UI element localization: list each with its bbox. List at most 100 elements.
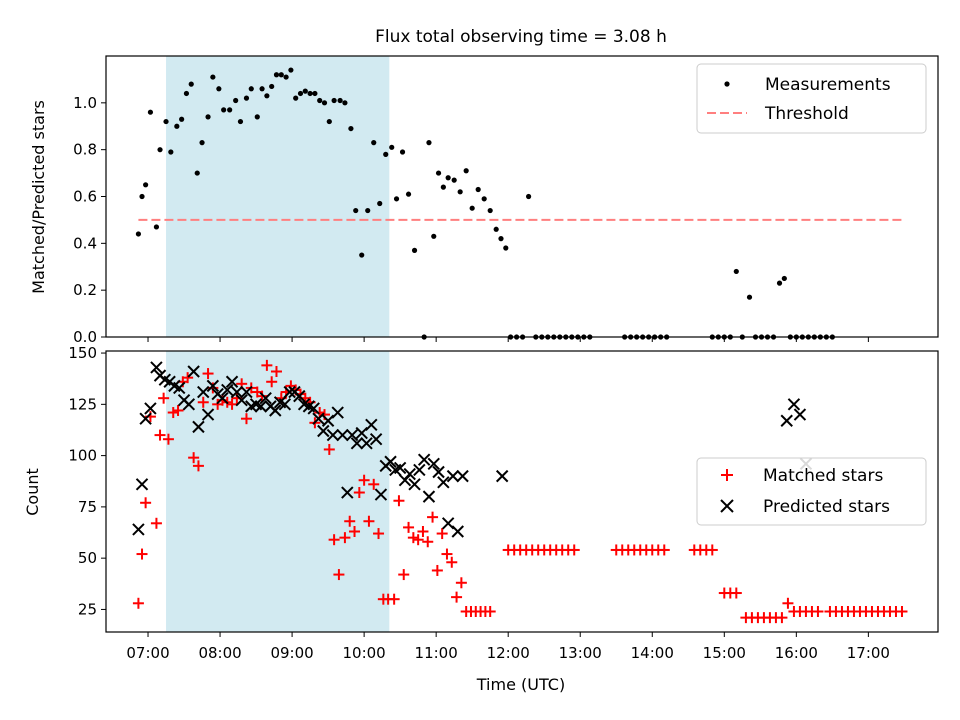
measurement-point (481, 196, 487, 202)
matched-star-point (162, 433, 174, 445)
measurement-point (776, 280, 783, 286)
matched-star-point (202, 368, 214, 380)
matched-star-point (368, 478, 380, 490)
top-y-tick-label: 1.0 (73, 94, 97, 112)
measurement-point (147, 109, 154, 115)
top-x-axis-ticks (147, 337, 869, 342)
predicted-star-point (317, 424, 330, 438)
matched-star-point (136, 548, 148, 560)
measurement-point (526, 193, 532, 200)
measurement-point (326, 118, 332, 125)
measurement-point (139, 193, 145, 200)
measurement-point (383, 151, 389, 157)
predicted-star-point (446, 469, 460, 483)
predicted-star-point (365, 418, 378, 432)
matched-star-point (197, 396, 209, 408)
measurement-point (163, 118, 169, 125)
bottom-x-tick-label: 16:00 (775, 644, 818, 662)
measurement-point (188, 81, 194, 87)
bottom-y-tick-label: 75 (78, 498, 97, 516)
predicted-star-point (350, 437, 364, 450)
measurement-point (278, 72, 284, 78)
measurement-point (307, 90, 313, 97)
measurement-point (435, 170, 442, 176)
bottom-x-tick-label: 10:00 (343, 644, 386, 662)
measurement-point (221, 107, 227, 113)
measurement-point (174, 123, 180, 129)
matched-star-point (344, 515, 356, 527)
bottom-y-tick-label: 150 (68, 344, 97, 362)
measurement-point (440, 184, 446, 190)
predicted-star-point (182, 398, 196, 411)
measurement-point (183, 90, 190, 97)
matched-star-point (363, 515, 375, 527)
bottom-x-tick-label: 08:00 (198, 644, 241, 662)
top-plot-frame (105, 55, 939, 338)
measurement-point (399, 149, 406, 155)
measurement-point (426, 140, 432, 146)
predicted-star-point (278, 398, 292, 411)
measurement-point (359, 252, 365, 258)
measurement-point (199, 140, 205, 146)
measurement-point (371, 140, 377, 146)
top-y-tick-label: 0.0 (73, 328, 97, 346)
measurement-point (210, 74, 216, 80)
measurement-point (331, 97, 337, 104)
matched-star-point (431, 564, 443, 576)
measurement-point (451, 177, 457, 183)
bottom-legend-predicted-marker (720, 499, 734, 513)
bottom-y-tick-label: 25 (78, 600, 97, 618)
predicted-star-point (197, 385, 210, 399)
measurement-point (194, 170, 200, 176)
measurement-point (283, 74, 289, 80)
bottom-plot-frame (105, 350, 939, 633)
predicted-star-point (780, 414, 793, 427)
predicted-star-point (437, 476, 450, 489)
measurement-point (227, 107, 233, 113)
matched-star-point (158, 392, 170, 404)
matched-star-point (240, 413, 252, 425)
predicted-star-point (793, 408, 807, 421)
matched-star-point (896, 605, 908, 617)
measurement-point (393, 196, 400, 202)
measurement-point (248, 86, 254, 92)
matched-star-point (568, 544, 580, 556)
bottom-highlight-span (166, 351, 390, 632)
measurement-point (746, 294, 753, 300)
top-legend-threshold-label: Threshold (764, 104, 849, 124)
measurement-point (321, 100, 328, 106)
matched-star-point (226, 398, 238, 410)
measurement-point (243, 95, 250, 101)
measurement-point (288, 67, 294, 73)
predicted-star-point (192, 420, 205, 434)
predicted-star-point (369, 432, 383, 446)
matched-star-point (455, 577, 467, 589)
measurement-point (487, 207, 493, 214)
bottom-x-tick-label: 11:00 (415, 644, 458, 662)
measurement-point (469, 205, 475, 211)
predicted-star-point (495, 469, 509, 483)
predicted-star-point (432, 465, 445, 479)
measurement-point (431, 233, 437, 239)
predicted-star-point (201, 408, 215, 421)
measurement-point (269, 83, 275, 90)
measurement-point (389, 144, 395, 150)
bottom-predicted-points (132, 361, 813, 538)
predicted-star-point (427, 457, 440, 471)
matched-star-point (167, 407, 179, 419)
predicted-star-point (254, 400, 268, 413)
matched-star-point (256, 390, 268, 402)
bottom-legend-predicted-label: Predicted stars (763, 497, 890, 517)
matched-star-point (412, 534, 424, 546)
top-legend: Measurements Threshold (696, 63, 927, 134)
predicted-star-point (259, 391, 272, 405)
matched-star-point (188, 452, 200, 464)
measurement-point (498, 236, 504, 242)
measurement-point (405, 191, 412, 197)
predicted-star-point (139, 412, 152, 425)
measurement-point (297, 90, 304, 97)
predicted-star-point (374, 488, 388, 501)
matched-star-point (323, 443, 335, 455)
bottom-legend-matched-label: Matched stars (763, 466, 883, 486)
bottom-x-tick-label: 15:00 (703, 644, 746, 662)
